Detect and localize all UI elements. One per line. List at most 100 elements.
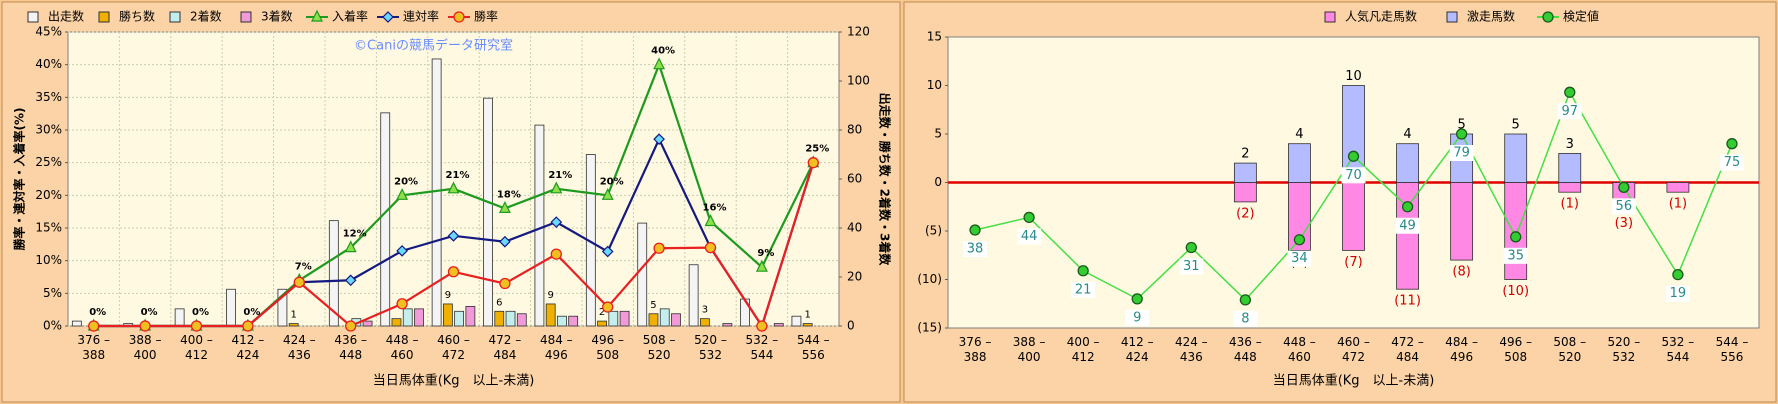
bar — [402, 308, 413, 327]
bar — [637, 222, 648, 327]
point-label-box — [1125, 309, 1150, 326]
bar-label: (1) — [1561, 197, 1579, 212]
bar-label: 3 — [702, 305, 708, 316]
x-tick-label: 376 – 388 — [77, 333, 111, 362]
x-tick-label: 460 – 472 — [1337, 335, 1370, 364]
line-marker — [1618, 181, 1630, 194]
bar — [174, 308, 185, 327]
point-label-box — [1395, 217, 1420, 234]
y-tick-label: 35% — [35, 90, 62, 104]
line-marker — [1672, 268, 1684, 281]
bar — [791, 315, 802, 327]
y-tick-label: (15) — [917, 321, 942, 335]
y2-tick-label: 80 — [847, 123, 862, 137]
point-label: 97 — [1561, 104, 1578, 119]
bar — [71, 320, 82, 327]
point-label: 56 — [1616, 199, 1633, 214]
bar-label: 9 — [445, 290, 451, 301]
bar — [534, 124, 545, 327]
line-marker — [704, 214, 717, 227]
line-label: 0% — [243, 307, 260, 318]
bar — [722, 323, 733, 327]
bar — [671, 313, 681, 327]
legend-marker — [382, 11, 394, 23]
line-marker — [550, 248, 562, 260]
bar — [465, 305, 476, 327]
bar — [328, 220, 339, 327]
line-marker — [447, 229, 460, 242]
line-marker — [1293, 234, 1306, 246]
x-tick-label: 544 – 556 — [796, 333, 830, 362]
legend-label: 人気凡走馬数 — [1345, 9, 1417, 24]
legend-swatch — [1324, 11, 1336, 23]
x-tick-label: 376 – 388 — [958, 335, 992, 364]
line-marker — [601, 187, 614, 200]
bar — [1504, 133, 1528, 183]
line-label: 16% — [703, 202, 727, 213]
point-label: 38 — [967, 242, 984, 257]
y-tick-label: 15% — [35, 221, 62, 235]
bar — [1504, 182, 1528, 280]
legend-swatch — [27, 11, 39, 23]
line-label: 18% — [497, 189, 521, 200]
line-marker — [1510, 231, 1522, 243]
bar-label: (10) — [1502, 284, 1529, 299]
point-label: 34 — [1291, 251, 1308, 266]
bar — [454, 310, 465, 327]
line-marker — [704, 241, 717, 254]
bar-label: 3 — [1566, 137, 1574, 152]
x-tick-label: 496 – 508 — [1499, 335, 1533, 364]
line-marker — [88, 320, 100, 332]
point-label-box — [1503, 247, 1528, 264]
line-marker — [499, 235, 511, 248]
line-marker — [807, 157, 819, 169]
line-label: 20% — [394, 176, 418, 187]
bar — [442, 303, 453, 327]
bar-label: 9 — [547, 290, 553, 301]
line-marker — [344, 274, 357, 287]
line-marker — [550, 181, 563, 194]
y-tick-label: 0% — [43, 319, 62, 333]
legend-label: 出走数 — [48, 9, 84, 24]
bar-label: (2) — [1236, 206, 1254, 221]
x-tick-label: 520 – 532 — [1607, 335, 1641, 364]
point-label-box — [1017, 228, 1042, 245]
x-tick-label: 460 – 472 — [437, 333, 470, 362]
y-axis-title: 勝率・連対率・入着率(%) — [12, 108, 27, 251]
y2-tick-label: 20 — [847, 270, 862, 284]
x-tick-label: 448 – 460 — [385, 333, 419, 362]
line-label: 40% — [651, 46, 675, 57]
bar — [619, 310, 630, 327]
point-label-box — [1233, 310, 1258, 327]
line-marker — [1726, 138, 1738, 150]
y-tick-label: 5% — [43, 286, 62, 300]
point-label-box — [1557, 103, 1582, 120]
line-marker — [1455, 128, 1468, 140]
point-label: 75 — [1724, 155, 1741, 170]
y-tick-label: 10% — [35, 253, 62, 267]
bar — [688, 264, 699, 327]
line-marker — [447, 266, 460, 278]
y2-tick-label: 60 — [847, 172, 862, 186]
x-tick-label: 400 – 412 — [1066, 335, 1100, 364]
x-tick-label: 424 – 436 — [282, 333, 316, 362]
point-label: 9 — [1133, 310, 1141, 325]
legend-label: 連対率 — [403, 9, 439, 24]
bar — [557, 315, 567, 327]
y-tick-label: 45% — [35, 25, 62, 39]
line-label: 21% — [548, 170, 572, 181]
line-marker — [1401, 201, 1414, 213]
x-tick-label: 436 – 448 — [1229, 335, 1262, 364]
point-label-box — [1071, 281, 1096, 298]
x-tick-label: 532 – 544 — [745, 333, 779, 362]
legend-marker — [1542, 11, 1554, 23]
legend-swatch — [240, 11, 252, 23]
y-tick-label: 30% — [35, 123, 62, 137]
bar-label: (7) — [1344, 255, 1362, 270]
line-marker — [190, 320, 203, 332]
line-marker — [447, 181, 460, 194]
line-label: 21% — [446, 170, 470, 181]
line-marker — [498, 201, 511, 213]
line-marker — [396, 245, 408, 257]
bar-label: (11) — [1394, 294, 1421, 309]
